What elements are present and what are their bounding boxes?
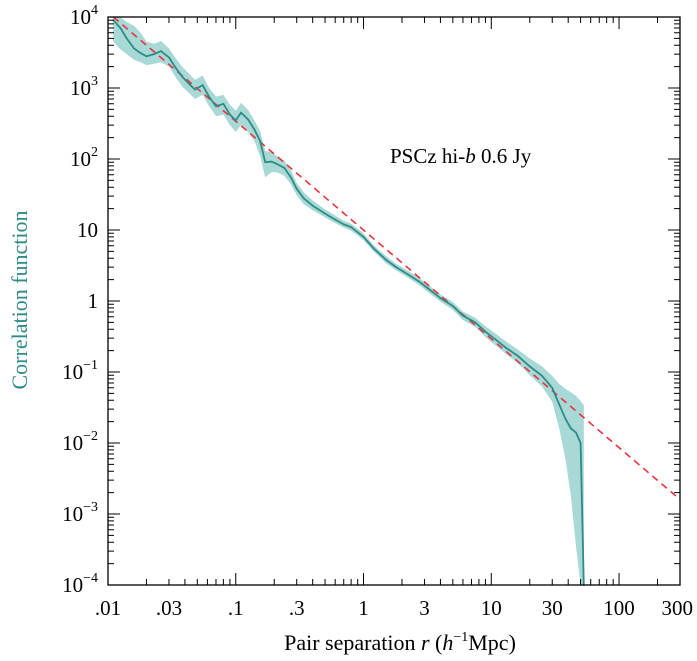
x-tick-label: 3 (419, 596, 430, 620)
data-point (302, 197, 305, 200)
data-point (247, 118, 250, 121)
data-point (234, 119, 237, 122)
data-point (579, 442, 582, 444)
correlation-series-line (112, 19, 585, 586)
data-point (133, 47, 136, 50)
data-point (270, 160, 273, 163)
data-point (181, 75, 184, 78)
x-tick-label: 1 (358, 596, 369, 620)
x-tick-label: 10 (481, 596, 502, 620)
data-point (406, 273, 409, 275)
x-tick-label: .3 (289, 596, 305, 620)
data-point (417, 280, 420, 283)
x-tick-label: .1 (228, 596, 244, 620)
data-point (551, 386, 554, 389)
data-point (276, 163, 278, 165)
y-tick-label: 104 (70, 3, 98, 29)
data-point (504, 346, 507, 349)
data-point (342, 223, 345, 226)
y-tick-label: 10−3 (62, 500, 98, 526)
data-point (175, 67, 177, 70)
axis-ticks (107, 16, 681, 586)
x-tick-label: 100 (603, 596, 635, 620)
data-point (139, 52, 142, 54)
x-tick-label: 30 (542, 596, 563, 620)
data-point (264, 161, 267, 164)
data-point (240, 111, 242, 114)
data-point (462, 314, 464, 317)
data-point (222, 102, 225, 105)
data-point (385, 258, 387, 261)
error-band-layer (113, 17, 584, 585)
data-point (451, 305, 454, 307)
data-point (427, 287, 429, 290)
y-tick-label: 10−2 (62, 429, 98, 455)
data-point (295, 187, 298, 190)
data-point (119, 27, 122, 29)
x-tick-labels: .01 .03 .1 .3 1 3 10 30 100 300 (95, 596, 693, 620)
data-point (125, 37, 128, 40)
plot-frame (107, 16, 681, 586)
y-tick-label: 102 (70, 145, 98, 171)
data-point (311, 204, 314, 207)
data-point (395, 266, 397, 268)
data-point (168, 56, 170, 59)
data-point (290, 176, 292, 179)
data-point (259, 140, 261, 142)
data-point (324, 212, 326, 215)
data-point (528, 365, 531, 368)
data-point (564, 417, 567, 420)
data-point (145, 55, 148, 58)
y-tick-label: 10 (77, 218, 98, 242)
data-point (541, 375, 543, 377)
y-tick-label: 103 (70, 74, 98, 100)
data-point (283, 167, 286, 169)
data-point (229, 113, 231, 116)
error-band (113, 17, 584, 585)
data-point (253, 128, 256, 131)
data-point (570, 427, 572, 430)
y-tick-label: 10−4 (62, 571, 98, 597)
data-point (208, 96, 211, 98)
y-tick-label: 1 (88, 289, 99, 313)
data-point (372, 247, 375, 250)
data-point (575, 431, 577, 434)
data-point (350, 226, 352, 229)
data-point (160, 50, 162, 53)
y-axis-title: Correlation function (7, 210, 32, 389)
data-point (439, 297, 442, 299)
power-law-fit-line (112, 16, 681, 501)
fit-line-layer (112, 16, 681, 501)
x-tick-label: .01 (95, 596, 121, 620)
y-tick-label: 10−1 (62, 358, 98, 384)
x-tick-label: .03 (156, 596, 182, 620)
x-tick-label: 300 (662, 596, 694, 620)
data-point (474, 321, 477, 324)
data-point (558, 403, 561, 406)
data-point (516, 354, 519, 357)
data-point (201, 84, 204, 86)
dataset-annotation: PSCz hi-b 0.6 Jy (390, 144, 532, 168)
measurement-line-layer (112, 19, 585, 586)
data-point (194, 88, 196, 91)
data-point (153, 53, 156, 55)
data-point (334, 218, 337, 221)
data-point (215, 105, 217, 108)
data-point (495, 339, 498, 342)
data-point (484, 330, 487, 333)
plot-border (107, 16, 681, 586)
data-point (362, 236, 365, 238)
x-axis-title: Pair separation r (h−1Mpc) (284, 630, 516, 655)
data-point (188, 82, 190, 85)
